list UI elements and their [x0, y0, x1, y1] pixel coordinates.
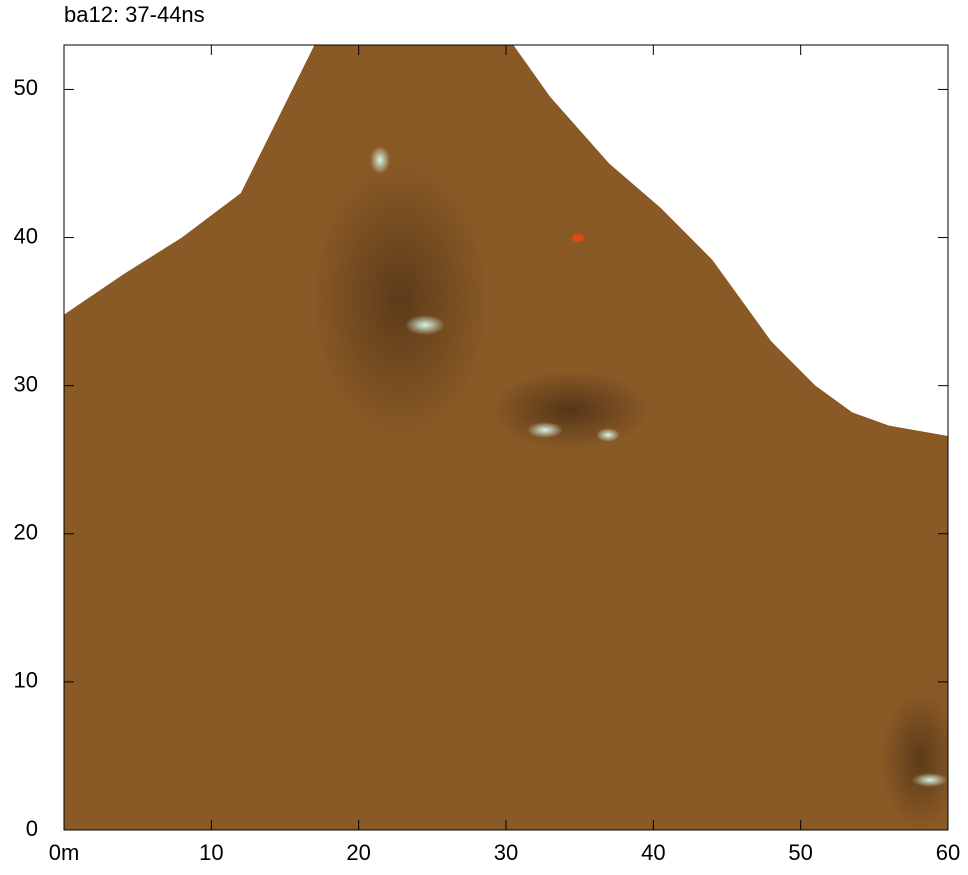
x-tick-label: 0m [49, 840, 80, 865]
x-tick-label: 40 [641, 840, 665, 865]
texture-spot [370, 146, 390, 174]
y-tick-label: 40 [14, 223, 38, 248]
x-tick-label: 30 [494, 840, 518, 865]
texture-spot [572, 234, 584, 242]
survey-area [64, 45, 948, 830]
texture-spot [596, 428, 620, 442]
chart: ba12: 37-44ns 0m 10 20 30 40 50 60 0 10 20 30 40 50 [0, 0, 968, 875]
texture-spot [405, 315, 445, 335]
x-tick-label: 20 [346, 840, 370, 865]
survey-area [64, 45, 948, 830]
chart-title: ba12: 37-44ns [64, 2, 205, 27]
page: {"chart_data": {"type": "map", "title": … [0, 0, 968, 875]
y-tick-label: 0 [26, 816, 38, 841]
y-tick-label: 30 [14, 371, 38, 396]
x-tick-label: 10 [199, 840, 223, 865]
x-tick-label: 50 [788, 840, 812, 865]
y-tick-label: 20 [14, 520, 38, 545]
texture-spot [912, 773, 948, 787]
y-tick-label: 10 [14, 668, 38, 693]
texture-blob [310, 160, 490, 440]
texture-blob [490, 370, 650, 450]
y-tick-label: 50 [14, 75, 38, 100]
x-tick-label: 60 [936, 840, 960, 865]
texture-spot [527, 422, 563, 438]
